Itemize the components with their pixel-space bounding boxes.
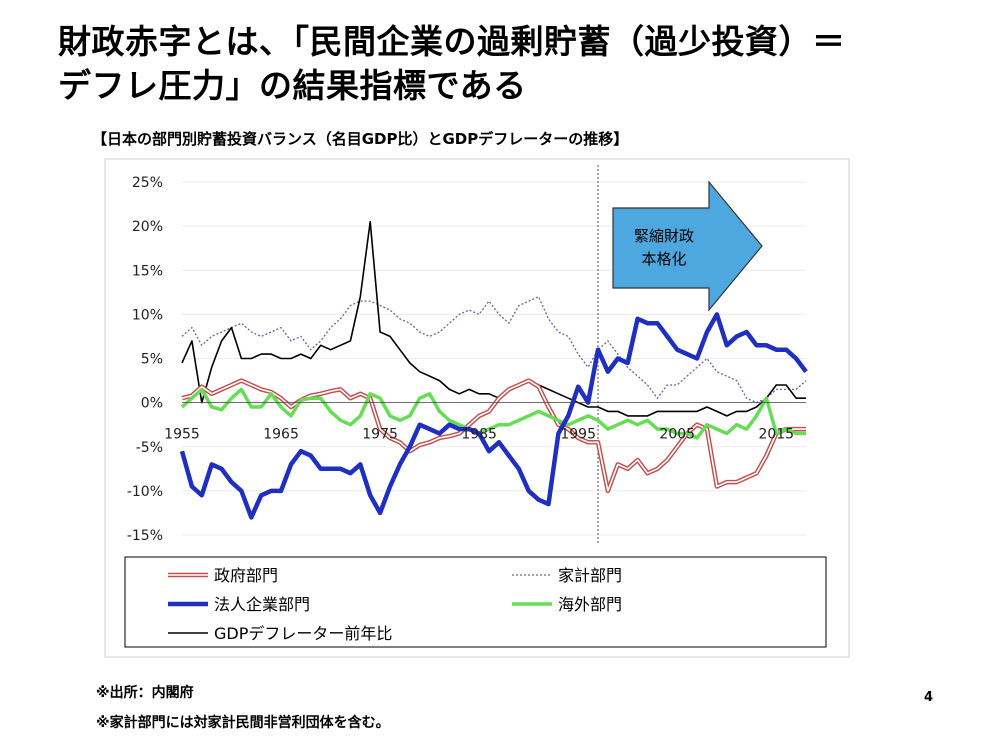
x-tick-label: 1975 bbox=[362, 427, 398, 443]
x-axis-ticks: 1955 1965 1975 1985 1995 2005 2015 bbox=[164, 427, 794, 443]
series-gdp-line bbox=[181, 220, 806, 417]
legend-item-gov: 政府部門 bbox=[168, 566, 278, 585]
y-tick-label: 10% bbox=[132, 307, 163, 323]
arrow-label-line1: 緊縮財政 bbox=[634, 227, 694, 245]
slide-title: 財政赤字とは、「民間企業の過剰貯蓄（過少投資）＝ デフレ圧力」の結果指標である bbox=[58, 20, 958, 108]
arrow-label-line2: 本格化 bbox=[641, 250, 686, 268]
y-tick-label: -10% bbox=[127, 484, 163, 500]
y-tick-label: -5% bbox=[136, 440, 163, 456]
series-corp-line bbox=[179, 312, 808, 520]
legend-item-corp: 法人企業部門 bbox=[168, 595, 310, 614]
series-fx-line bbox=[180, 387, 806, 440]
x-tick-label: 2005 bbox=[659, 427, 695, 443]
page-number: 4 bbox=[924, 690, 934, 705]
chart-title: 【日本の部門別貯蓄投資バランス（名目GDP比）とGDPデフレーターの推移】 bbox=[92, 130, 629, 148]
legend-label: 海外部門 bbox=[558, 595, 622, 614]
legend-frame bbox=[124, 556, 827, 648]
series-path bbox=[181, 220, 806, 417]
legend-item-hh: 家計部門 bbox=[512, 566, 622, 585]
series-path bbox=[179, 312, 808, 520]
legend-item-fx: 海外部門 bbox=[512, 595, 622, 614]
x-tick-label: 1955 bbox=[164, 427, 200, 443]
series-hh-line bbox=[181, 296, 807, 404]
y-tick-label: 0% bbox=[141, 396, 163, 412]
y-axis-ticks: 25% 20% 15% 10% 5% 0% -5% -10% -15% bbox=[127, 175, 163, 544]
x-tick-label: 1985 bbox=[461, 427, 497, 443]
series-path bbox=[180, 387, 806, 440]
y-tick-label: 20% bbox=[132, 219, 163, 235]
household-note: ※家計部門には対家計民間非営利団体を含む。 bbox=[96, 715, 390, 731]
y-tick-label: 5% bbox=[141, 352, 163, 368]
austerity-annotation: 緊縮財政 本格化 bbox=[612, 180, 763, 312]
legend-label: GDPデフレーター前年比 bbox=[214, 624, 392, 643]
x-tick-label: 2015 bbox=[758, 427, 794, 443]
chart-frame bbox=[104, 158, 850, 658]
y-tick-label: 25% bbox=[132, 175, 163, 191]
grid-lines bbox=[182, 181, 806, 536]
legend-item-gdp: GDPデフレーター前年比 bbox=[168, 624, 392, 643]
arrow-shape bbox=[612, 180, 763, 312]
y-tick-label: -15% bbox=[127, 528, 163, 544]
y-tick-label: 15% bbox=[132, 263, 163, 279]
source-note: ※出所：内閣府 bbox=[96, 685, 194, 701]
x-tick-label: 1965 bbox=[263, 427, 299, 443]
legend-label: 家計部門 bbox=[558, 566, 622, 585]
slide-title-line1: 財政赤字とは、「民間企業の過剰貯蓄（過少投資）＝ bbox=[58, 22, 846, 61]
x-tick-label: 1995 bbox=[560, 427, 596, 443]
slide-title-line2: デフレ圧力」の結果指標である bbox=[58, 66, 527, 105]
series-path bbox=[181, 296, 807, 404]
legend-label: 法人企業部門 bbox=[214, 595, 310, 614]
legend-label: 政府部門 bbox=[214, 566, 278, 585]
